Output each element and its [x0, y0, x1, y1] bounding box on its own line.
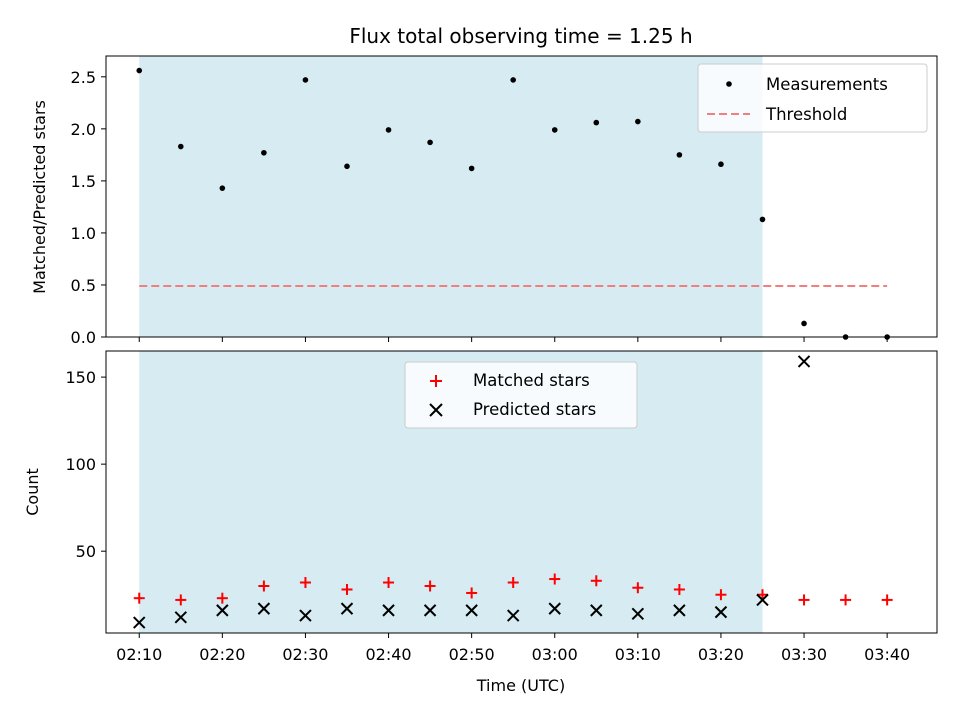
measurement-point	[593, 119, 600, 126]
matched-star-point	[383, 577, 395, 589]
matched-star-point	[840, 594, 852, 606]
measurement-point	[302, 77, 309, 83]
x-tick-label: 02:20	[199, 645, 245, 664]
predicted-star-point	[382, 604, 395, 617]
x-tick-label: 02:10	[116, 645, 162, 664]
measurement-point	[177, 143, 184, 150]
bottom-x-ticks: 02:10 02:20 02:30 02:40 02:50 03:00 03:10 03:20…	[116, 633, 910, 664]
measurement-point	[759, 216, 766, 223]
predicted-star-point	[174, 611, 187, 624]
x-tick-label: 03:40	[864, 645, 910, 664]
legend-matched-label: Matched stars	[473, 371, 590, 390]
top-y-tick-label: 1.0	[71, 224, 96, 243]
matched-star-point	[133, 592, 145, 604]
bottom-y-tick-label: 150	[65, 368, 96, 387]
x-tick-label: 03:30	[781, 645, 827, 664]
x-tick-label: 02:40	[365, 645, 411, 664]
top-y-tick-label: 2.0	[71, 120, 96, 139]
matched-star-point	[715, 589, 727, 601]
legend-measurements-marker	[726, 81, 732, 87]
predicted-star-point	[423, 604, 437, 617]
top-axes-frame	[105, 55, 938, 338]
top-x-ticks	[138, 337, 888, 342]
matched-star-point	[798, 594, 810, 606]
bottom-y-ticks: 50 100 150	[65, 368, 106, 561]
measurement-point	[344, 163, 350, 170]
measurement-point	[261, 149, 267, 156]
matched-star-point	[424, 580, 436, 592]
x-tick-label: 03:00	[532, 645, 578, 664]
predicted-star-point	[133, 616, 146, 629]
matched-star-point	[881, 594, 893, 606]
legend-threshold-label: Threshold	[765, 105, 847, 124]
bottom-y-tick-label: 50	[76, 542, 96, 561]
top-y-tick-label: 0.5	[71, 276, 96, 295]
matched-star-point	[466, 587, 478, 599]
measurement-point	[468, 165, 475, 172]
predicted-star-point	[465, 604, 478, 617]
matched-star-point	[216, 592, 228, 604]
measurement-point	[510, 77, 516, 83]
top-y-tick-label: 0.0	[71, 328, 96, 347]
measurement-point	[635, 118, 641, 125]
x-tick-label: 02:50	[449, 645, 495, 664]
top-y-ticks: 0.0 0.5 1.0 1.5 2.0 2.5	[71, 68, 106, 347]
matched-star-point	[673, 583, 685, 595]
top-y-tick-label: 1.5	[71, 172, 96, 191]
predicted-star-point	[797, 355, 811, 368]
measurement-point	[551, 127, 558, 133]
top-legend: Measurements Threshold	[697, 63, 928, 133]
matched-star-point	[258, 580, 270, 592]
legend-measurements-label: Measurements	[766, 75, 888, 94]
top-y-axis-label: Matched/Predicted stars	[30, 100, 49, 294]
measurement-point	[801, 320, 807, 327]
x-axis-label: Time (UTC)	[476, 676, 565, 695]
measurement-point	[427, 139, 433, 146]
matched-star-point	[756, 589, 768, 601]
predicted-star-point	[548, 602, 561, 615]
predicted-star-point	[299, 609, 312, 622]
x-tick-label: 03:10	[615, 645, 661, 664]
top-shaded-span	[139, 56, 763, 337]
predicted-star-point	[216, 604, 229, 617]
predicted-star-point	[257, 602, 271, 615]
top-panel: 0.0 0.5 1.0 1.5 2.0 2.5 Matched/Predicted sta…	[30, 55, 938, 347]
matched-star-point	[175, 594, 187, 606]
measurement-point	[136, 67, 143, 74]
legend-matched-marker	[430, 375, 442, 387]
matched-star-point	[549, 573, 561, 585]
bottom-axes-frame	[105, 350, 938, 634]
top-legend-box	[697, 63, 928, 133]
measurement-point	[718, 161, 724, 168]
legend-predicted-label: Predicted stars	[473, 400, 596, 419]
x-tick-label: 02:30	[282, 645, 328, 664]
bottom-legend-box	[404, 361, 638, 429]
predicted-star-point	[756, 593, 769, 607]
matched-star-point	[632, 582, 644, 594]
bottom-legend: Matched stars Predicted stars	[404, 361, 638, 429]
top-y-tick-label: 2.5	[71, 68, 96, 87]
predicted-star-point	[340, 602, 354, 615]
chart-title: Flux total observing time = 1.25 h	[349, 24, 692, 48]
x-tick-label: 03:20	[698, 645, 744, 664]
legend-predicted-marker	[429, 403, 443, 417]
matched-star-point	[507, 577, 519, 589]
matched-star-point	[590, 575, 602, 587]
bottom-y-axis-label: Count	[23, 468, 42, 516]
predicted-star-point	[590, 604, 603, 617]
matched-star-point	[341, 583, 353, 595]
star-count-points	[133, 355, 893, 629]
measurement-point	[385, 127, 392, 133]
measurement-point	[676, 152, 683, 158]
predicted-star-point	[506, 609, 520, 622]
matched-star-point	[299, 577, 311, 589]
predicted-star-point	[631, 607, 645, 621]
predicted-star-point	[673, 604, 686, 617]
bottom-y-tick-label: 100	[65, 455, 96, 474]
measurement-point	[219, 185, 226, 191]
predicted-star-point	[714, 605, 728, 619]
